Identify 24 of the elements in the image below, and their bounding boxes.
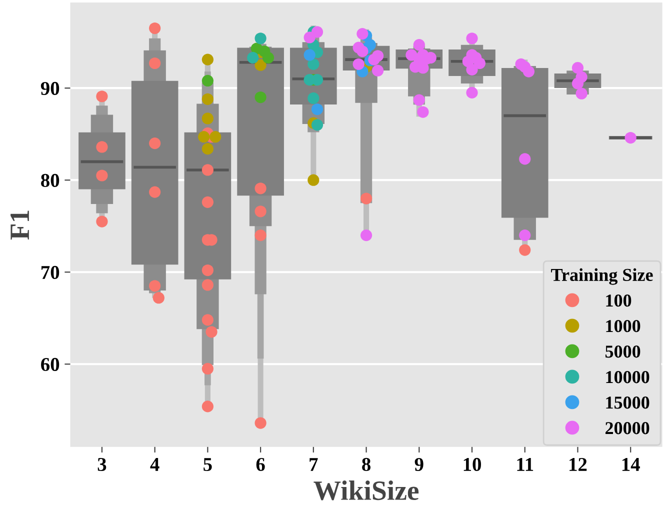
x-tick-label: 7 — [310, 458, 318, 471]
x-tick-label: 3 — [98, 458, 106, 472]
x-tick-label: 9 — [414, 458, 424, 472]
legend-label: 10000 — [606, 371, 650, 384]
y-tick-label: 90 — [40, 82, 60, 96]
x-tick-label: 5 — [204, 458, 212, 472]
x-tick-label: 6 — [256, 458, 265, 472]
y-tick-label: 80 — [41, 174, 60, 188]
x-axis-title: WikiSize — [314, 480, 419, 500]
legend-title: Training Size — [551, 268, 653, 285]
x-tick-label: 12 — [570, 458, 587, 471]
legend-label: 5000 — [605, 346, 640, 358]
y-axis-title: F1 — [10, 210, 29, 240]
x-tick-label: 4 — [150, 458, 160, 471]
x-tick-label: 8 — [362, 458, 370, 472]
legend-label: 1000 — [606, 320, 640, 332]
x-tick-label: 11 — [517, 458, 534, 471]
x-tick-label: 10 — [464, 458, 481, 472]
y-tick-label: 70 — [41, 266, 60, 280]
legend-label: 15000 — [606, 396, 650, 409]
y-tick-label: 60 — [41, 358, 60, 372]
legend-label: 20000 — [606, 422, 650, 434]
legend-label: 100 — [606, 294, 632, 307]
x-tick-label: 14 — [622, 458, 640, 471]
